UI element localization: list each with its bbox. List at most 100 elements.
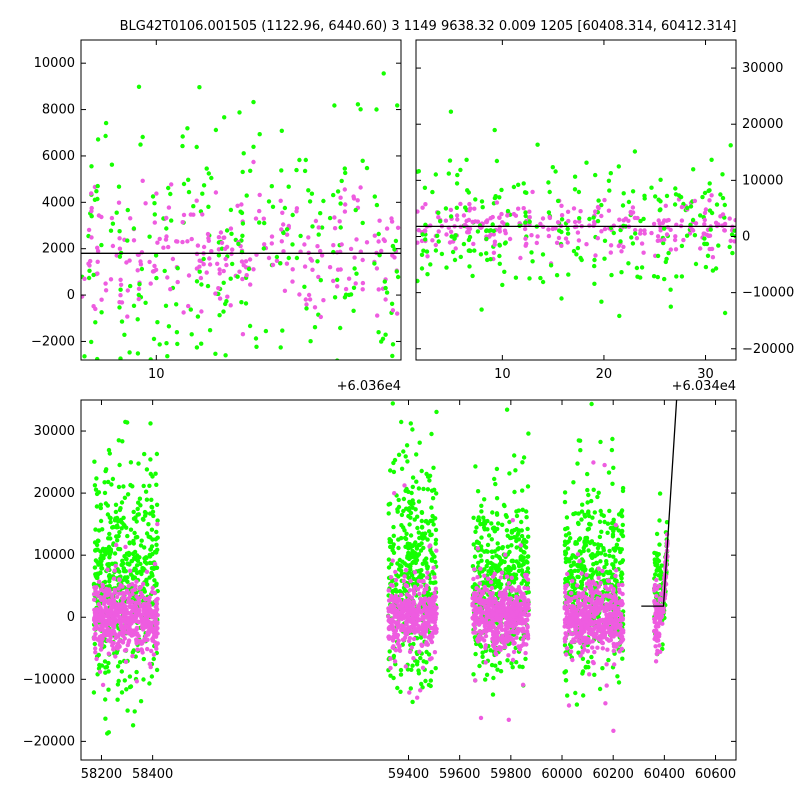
- data-point-green: [575, 568, 581, 573]
- data-point-pink: [484, 614, 489, 620]
- data-point-green: [693, 261, 699, 267]
- data-point-pink: [124, 260, 129, 265]
- data-point-green: [364, 165, 370, 171]
- data-point-green: [429, 431, 434, 437]
- data-point-green: [131, 509, 136, 515]
- data-point-green: [581, 548, 586, 554]
- data-point-pink: [430, 630, 436, 636]
- data-point-pink: [114, 542, 119, 548]
- data-point-green: [343, 170, 348, 176]
- data-point-green: [316, 232, 321, 237]
- data-point-green: [423, 237, 428, 242]
- data-point-pink: [505, 639, 510, 644]
- data-point-green: [399, 419, 404, 425]
- data-point-green: [408, 515, 413, 520]
- data-point-green: [124, 388, 128, 392]
- data-point-green: [119, 562, 124, 568]
- data-point-pink: [529, 233, 534, 238]
- data-point-pink: [601, 625, 606, 630]
- data-point-pink: [492, 642, 497, 648]
- data-point-green: [563, 549, 568, 554]
- data-point-pink: [217, 267, 222, 272]
- data-point-green: [108, 519, 113, 525]
- data-point-pink: [228, 303, 233, 308]
- data-point-green: [563, 533, 569, 538]
- data-point-pink: [115, 605, 120, 610]
- data-point-pink: [605, 637, 610, 642]
- data-point-green: [98, 518, 104, 524]
- data-point-green: [548, 263, 554, 268]
- data-point-pink: [304, 302, 309, 307]
- data-point-pink: [100, 682, 106, 688]
- data-point-pink: [501, 598, 507, 603]
- data-point-pink: [101, 588, 106, 594]
- data-point-green: [492, 195, 498, 201]
- data-point-green: [438, 219, 443, 224]
- data-point-pink: [698, 246, 703, 251]
- data-point-pink: [522, 610, 527, 616]
- data-point-green: [110, 525, 115, 530]
- data-point-green: [306, 188, 311, 193]
- data-point-pink: [587, 672, 592, 677]
- data-point-pink: [616, 582, 621, 588]
- data-point-pink: [467, 201, 472, 207]
- data-point-pink: [418, 599, 423, 605]
- data-point-pink: [613, 573, 618, 578]
- data-point-green: [464, 157, 469, 162]
- data-point-green: [335, 277, 340, 282]
- data-point-pink: [339, 242, 344, 247]
- data-point-green: [166, 324, 172, 329]
- data-point-pink: [487, 626, 492, 631]
- data-point-pink: [663, 203, 668, 208]
- data-point-pink: [419, 642, 424, 647]
- data-point-pink: [225, 294, 230, 299]
- data-point-pink: [257, 208, 262, 214]
- data-point-green: [205, 283, 211, 289]
- data-point-pink: [152, 263, 157, 269]
- data-point-green: [118, 356, 123, 360]
- data-point-pink: [122, 608, 127, 613]
- data-point-green: [566, 272, 571, 277]
- data-point-pink: [411, 656, 416, 661]
- data-point-pink: [221, 268, 226, 274]
- data-point-green: [492, 476, 497, 482]
- data-point-pink: [98, 605, 103, 610]
- data-point-green: [279, 128, 284, 133]
- data-point-green: [149, 527, 155, 532]
- data-point-green: [408, 686, 413, 691]
- data-point-green: [504, 407, 510, 412]
- data-point-pink: [597, 606, 602, 611]
- data-point-pink: [520, 682, 526, 687]
- data-point-green: [399, 466, 405, 471]
- data-point-pink: [243, 259, 249, 264]
- data-point-green: [429, 669, 434, 675]
- data-point-green: [495, 541, 500, 546]
- data-point-green: [446, 171, 451, 176]
- data-point-green: [154, 482, 159, 487]
- data-point-green: [387, 649, 392, 654]
- data-point-green: [115, 682, 121, 687]
- data-point-pink: [343, 202, 348, 207]
- data-point-pink: [118, 609, 123, 615]
- data-point-green: [327, 215, 333, 221]
- data-point-pink: [526, 598, 531, 603]
- data-point-green: [591, 215, 596, 220]
- data-point-green: [565, 546, 571, 551]
- data-point-green: [129, 558, 135, 564]
- data-point-green: [598, 508, 603, 514]
- data-point-pink: [389, 594, 394, 600]
- data-point-pink: [418, 688, 423, 693]
- data-point-green: [241, 151, 246, 156]
- data-point-pink: [651, 221, 657, 227]
- data-point-pink: [360, 287, 365, 292]
- data-point-green: [433, 537, 439, 543]
- data-point-pink: [421, 624, 427, 629]
- data-point-pink: [97, 638, 102, 644]
- data-point-green: [592, 672, 597, 677]
- data-point-green: [426, 652, 432, 657]
- data-point-green: [479, 199, 485, 204]
- data-point-green: [573, 540, 578, 545]
- data-point-green: [103, 697, 108, 702]
- data-point-pink: [702, 210, 708, 216]
